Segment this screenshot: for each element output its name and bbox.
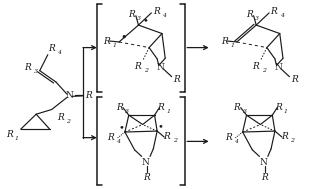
Text: R: R bbox=[157, 103, 164, 112]
Text: R: R bbox=[107, 133, 114, 142]
Text: R: R bbox=[85, 91, 92, 100]
Text: R: R bbox=[144, 173, 150, 182]
Text: 2: 2 bbox=[290, 138, 294, 143]
Text: N: N bbox=[65, 91, 73, 100]
Text: R: R bbox=[153, 6, 159, 15]
Text: 4: 4 bbox=[57, 50, 61, 55]
Text: 2: 2 bbox=[144, 68, 148, 73]
Text: 4: 4 bbox=[116, 139, 121, 144]
Text: 3: 3 bbox=[34, 69, 38, 74]
Text: N: N bbox=[156, 63, 164, 72]
Text: 4: 4 bbox=[234, 139, 238, 144]
Text: R: R bbox=[234, 103, 240, 112]
Text: •: • bbox=[120, 32, 127, 42]
Text: R: R bbox=[173, 75, 180, 84]
Text: R: R bbox=[164, 132, 170, 141]
Text: 3: 3 bbox=[255, 16, 259, 21]
Text: •: • bbox=[143, 16, 148, 26]
Text: R: R bbox=[134, 62, 141, 71]
Text: 2: 2 bbox=[66, 119, 70, 124]
Text: 1: 1 bbox=[166, 109, 170, 114]
Text: 3: 3 bbox=[125, 109, 129, 114]
Text: 3: 3 bbox=[137, 16, 141, 21]
Text: R: R bbox=[24, 63, 31, 72]
Text: R: R bbox=[57, 112, 64, 122]
Text: 2: 2 bbox=[261, 68, 266, 73]
Text: R: R bbox=[261, 173, 268, 182]
Text: R: R bbox=[246, 10, 252, 19]
Text: N: N bbox=[260, 158, 268, 167]
Text: N: N bbox=[142, 158, 150, 167]
Text: 1: 1 bbox=[284, 109, 288, 114]
Text: 1: 1 bbox=[112, 43, 117, 48]
Text: R: R bbox=[281, 132, 288, 141]
Text: R: R bbox=[128, 10, 135, 19]
Text: 1: 1 bbox=[230, 43, 234, 48]
Text: 1: 1 bbox=[15, 136, 19, 141]
Text: R: R bbox=[225, 133, 232, 142]
Text: R: R bbox=[291, 75, 298, 84]
Text: 3: 3 bbox=[243, 109, 247, 114]
Text: •: • bbox=[119, 123, 125, 132]
Text: R: R bbox=[48, 44, 54, 53]
Text: R: R bbox=[271, 6, 277, 15]
Text: R: R bbox=[275, 103, 282, 112]
Text: R: R bbox=[252, 62, 259, 71]
Text: 2: 2 bbox=[173, 138, 177, 143]
Text: N: N bbox=[274, 63, 282, 72]
Text: R: R bbox=[221, 36, 228, 46]
Text: 4: 4 bbox=[280, 13, 284, 18]
Text: •: • bbox=[157, 122, 163, 132]
Text: 4: 4 bbox=[162, 13, 166, 18]
Text: R: R bbox=[6, 130, 13, 139]
Text: R: R bbox=[103, 36, 110, 46]
Text: R: R bbox=[116, 103, 122, 112]
